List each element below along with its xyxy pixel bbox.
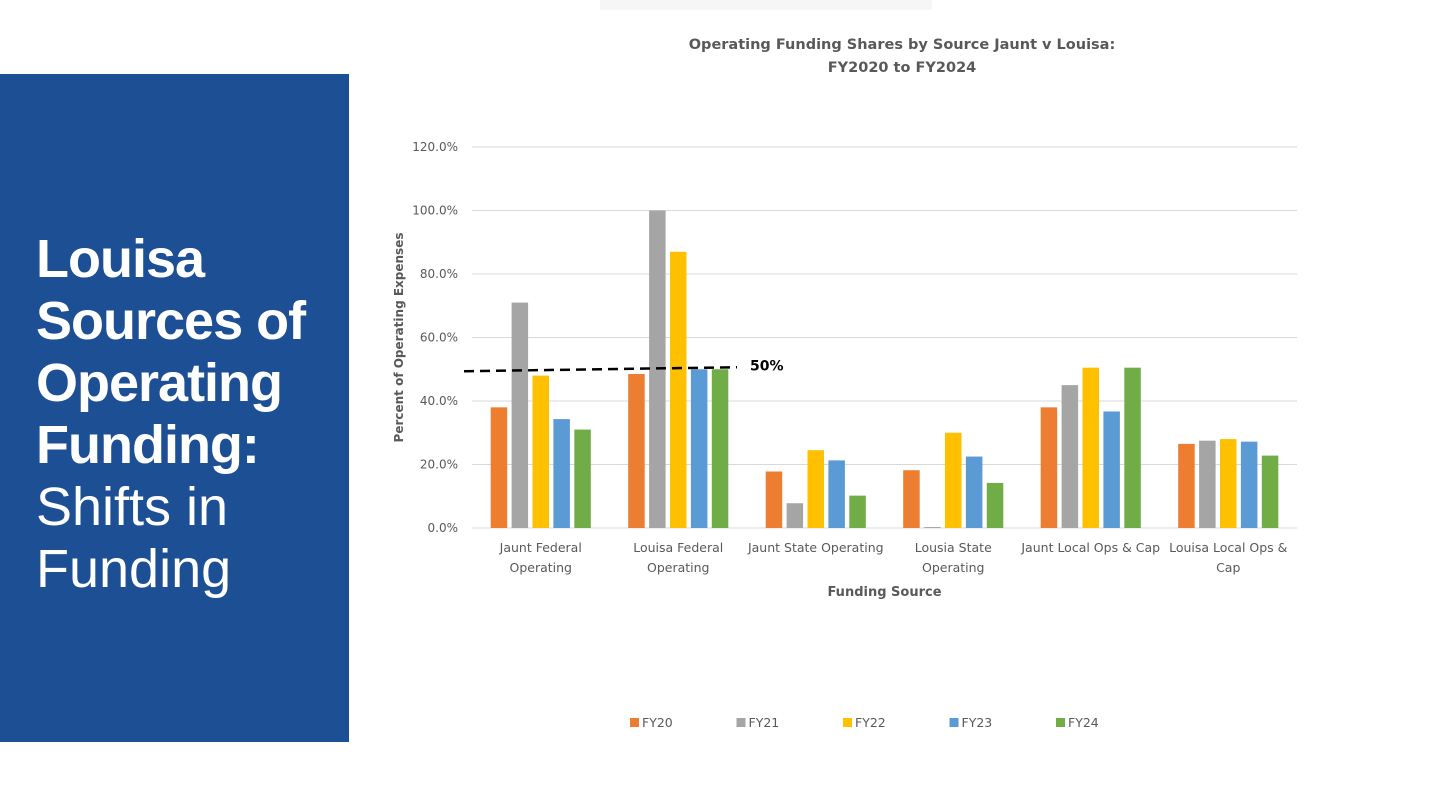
bar (807, 450, 824, 528)
bar (553, 419, 570, 528)
bar (1240, 441, 1258, 528)
bar (1103, 411, 1120, 528)
bar (628, 374, 645, 528)
x-tick-label: Operating (647, 560, 710, 575)
legend-swatch (1056, 718, 1065, 727)
bar (945, 432, 962, 528)
bar (1040, 407, 1058, 528)
bar (1178, 443, 1195, 528)
legend-swatch (736, 718, 746, 727)
bar (849, 495, 866, 528)
bar (786, 503, 804, 528)
funding-chart: Operating Funding Shares by Source Jaunt… (392, 37, 1297, 730)
bar (765, 471, 783, 528)
title-line: Funding (36, 539, 232, 599)
title-line: Funding: (36, 415, 260, 475)
bar (1124, 367, 1141, 528)
chart-title: Operating Funding Shares by Source Jaunt… (689, 37, 1116, 53)
y-tick-label: 40.0% (420, 394, 458, 408)
slide-title: Louisa Sources of Operating Funding: Shi… (36, 228, 336, 600)
x-tick-label: Operating (922, 560, 985, 575)
legend-swatch (949, 718, 959, 727)
legend-label: FY21 (749, 715, 780, 730)
y-tick-label: 60.0% (420, 331, 458, 345)
bar (1061, 385, 1079, 528)
bar (711, 369, 729, 528)
bar (924, 527, 941, 528)
y-tick-label: 120.0% (412, 140, 458, 154)
title-line: Operating (36, 353, 283, 413)
x-tick-label: Jaunt Local Ops & Cap (1020, 540, 1160, 555)
title-line: Shifts in (36, 477, 229, 537)
x-tick-label: Lousia State (915, 540, 992, 555)
bar (532, 375, 549, 528)
y-tick-label: 20.0% (420, 458, 458, 472)
legend-label: FY22 (855, 715, 886, 730)
bar (828, 460, 845, 528)
bar (903, 470, 920, 528)
bar (965, 456, 983, 528)
x-tick-label: Cap (1216, 560, 1240, 575)
bar (690, 369, 708, 528)
x-tick-label: Jaunt State Operating (747, 540, 884, 555)
x-tick-label: Louisa Federal (633, 540, 723, 555)
fifty-percent-line (463, 366, 738, 373)
x-axis-label: Funding Source (827, 585, 941, 600)
bar (490, 407, 508, 528)
top-strip (600, 0, 932, 10)
bar (1261, 455, 1279, 528)
title-line: Sources of (36, 291, 306, 351)
y-tick-label: 0.0% (428, 521, 459, 535)
fifty-percent-label: 50% (750, 358, 784, 374)
title-line: Louisa (36, 229, 205, 289)
legend-label: FY23 (962, 715, 993, 730)
x-tick-label: Jaunt Federal (499, 540, 582, 555)
y-tick-label: 80.0% (420, 267, 458, 281)
side-panel (0, 74, 349, 742)
x-tick-label: Operating (510, 560, 573, 575)
bar (1199, 440, 1216, 528)
bar (1082, 367, 1099, 528)
x-tick-label: Louisa Local Ops & (1169, 540, 1288, 555)
legend-label: FY24 (1068, 715, 1099, 730)
chart-subtitle: FY2020 to FY2024 (828, 60, 977, 76)
bar (511, 302, 529, 528)
y-tick-label: 100.0% (412, 204, 458, 218)
bar (670, 251, 687, 528)
legend-label: FY20 (642, 715, 673, 730)
legend-swatch (843, 718, 852, 727)
legend-swatch (630, 718, 639, 727)
y-axis-label: Percent of Operating Expenses (392, 233, 406, 443)
bar (1220, 439, 1237, 528)
bar (574, 429, 591, 528)
bar (986, 482, 1004, 528)
